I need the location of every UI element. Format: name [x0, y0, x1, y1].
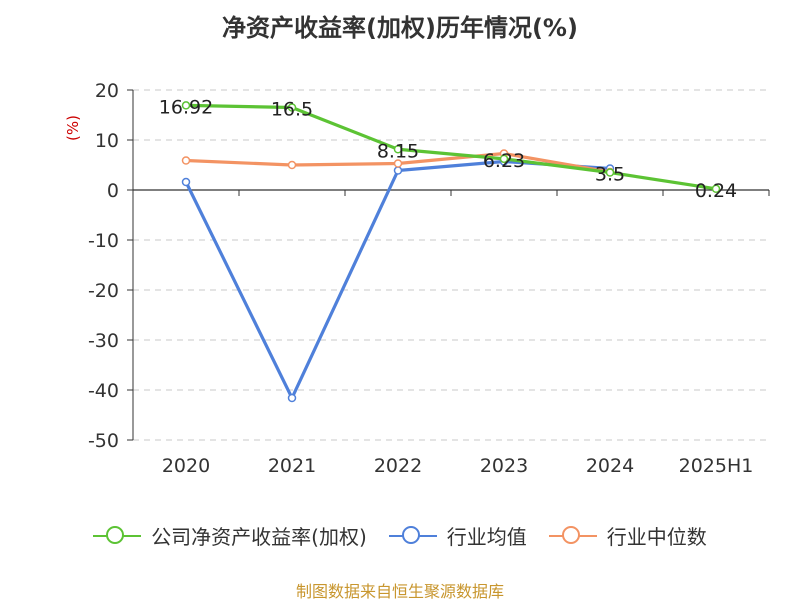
legend-swatch-company-roe-icon	[93, 525, 142, 546]
data-point	[181, 101, 191, 110]
source-note: 制图数据来自恒生聚源数据库	[295, 582, 504, 601]
series-line	[185, 103, 717, 191]
data-point	[605, 168, 615, 177]
data-label: 3.5	[595, 164, 625, 186]
data-labels: 16.92 16.5 8.15 6.23 3.5 0.24	[159, 96, 737, 201]
data-point	[181, 156, 191, 165]
data-label: 0.24	[695, 180, 737, 202]
y-tick-label: -50	[88, 430, 119, 452]
legend-swatch-industry-mean-icon	[388, 525, 437, 546]
y-axis-label: (%)	[64, 115, 82, 141]
chart-title: 净资产收益率(加权)历年情况(%)	[222, 14, 578, 42]
series-line	[184, 159, 611, 400]
y-tick-labels: 20 10 0 -10 -20 -30 -40 -50	[88, 80, 119, 452]
x-tick-labels: 2020 2021 2022 2023 2024 2025H1	[162, 455, 754, 477]
legend-item-company-roe[interactable]: 公司净资产收益率(加权)	[93, 521, 367, 550]
data-label: 16.5	[271, 99, 313, 121]
legend-label-industry-median: 行业中位数	[606, 525, 707, 549]
data-label: 6.23	[483, 150, 525, 172]
y-tick-label: 0	[107, 180, 119, 202]
x-tick-label: 2020	[162, 455, 210, 477]
grid-lines	[133, 89, 769, 441]
data-point	[393, 166, 403, 175]
legend: 公司净资产收益率(加权) 行业均值 行业中位数	[0, 521, 800, 550]
x-tick-label: 2021	[268, 455, 316, 477]
y-tick-label: -40	[88, 380, 119, 402]
legend-item-industry-mean[interactable]: 行业均值	[388, 521, 527, 550]
data-point	[711, 184, 721, 194]
legend-item-industry-median[interactable]: 行业中位数	[548, 521, 707, 550]
x-tick-label: 2023	[480, 455, 528, 477]
y-tick-label: 20	[95, 80, 119, 102]
data-label: 16.92	[159, 96, 213, 118]
data-point	[181, 177, 191, 187]
x-tick-label: 2025H1	[679, 455, 754, 477]
data-point	[393, 159, 403, 168]
legend-label-company-roe: 公司净资产收益率(加权)	[151, 525, 367, 549]
legend-swatch-industry-median-icon	[548, 525, 597, 546]
legend-label-industry-mean: 行业均值	[446, 525, 527, 549]
data-point	[287, 103, 297, 112]
data-point	[287, 393, 297, 403]
y-tick-label: 10	[95, 130, 119, 152]
data-point	[287, 160, 297, 170]
x-tick-label: 2022	[374, 455, 422, 477]
data-point	[393, 145, 403, 154]
y-tick-label: -20	[88, 280, 119, 302]
data-point	[499, 154, 509, 164]
series-lines	[181, 101, 721, 403]
y-tick-label: -30	[88, 330, 119, 352]
y-tick-label: -10	[88, 230, 119, 252]
x-tick-label: 2024	[586, 455, 634, 477]
data-label: 8.15	[377, 140, 419, 162]
axes	[127, 89, 770, 441]
